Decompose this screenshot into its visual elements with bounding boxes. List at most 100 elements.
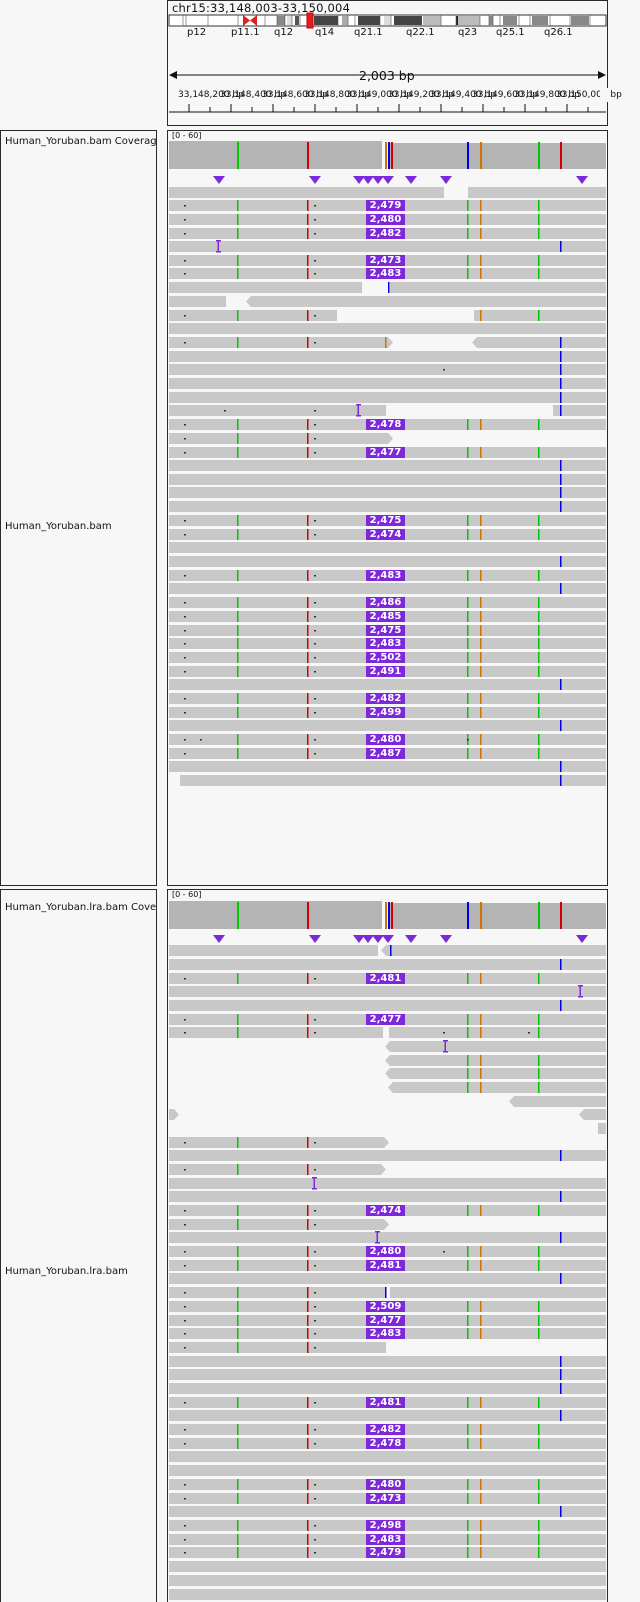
panel2-read: [169, 1589, 606, 1600]
panel1-insertion-marker[interactable]: [353, 176, 365, 184]
panel1-insertion-count-label[interactable]: 2,473: [366, 255, 405, 266]
panel2-read-mismatch: [467, 1068, 469, 1079]
ruler-tick-label: 33,149,400 bp: [430, 90, 496, 100]
panel1-insertion-count-label[interactable]: 2,483: [366, 268, 405, 279]
panel2-insertion-marker[interactable]: [576, 935, 588, 943]
panel2-read-mismatch: [538, 1082, 540, 1093]
panel1-insertion-count-label[interactable]: 2,482: [366, 693, 405, 704]
panel2-insertion-count-label[interactable]: 2,480: [366, 1479, 405, 1490]
panel2-insertion-count-label[interactable]: 2,480: [366, 1246, 405, 1257]
panel1-insertion-count-label[interactable]: 2,483: [366, 638, 405, 649]
panel2-read-small-mismatch: [184, 1142, 186, 1144]
panel1-insertion-marker[interactable]: [382, 176, 394, 184]
panel2-insertion-count-label[interactable]: 2,474: [366, 1205, 405, 1216]
panel2-insertion-count-label[interactable]: 2,482: [366, 1424, 405, 1435]
panel1-insertion-marker[interactable]: [213, 176, 225, 184]
panel2-read: [169, 1109, 174, 1120]
panel1-insertion-count-label[interactable]: 2,487: [366, 748, 405, 759]
panel1-insertion-count-label[interactable]: 2,499: [366, 707, 405, 718]
cytoband: [287, 16, 292, 25]
panel1-insertion-count-label[interactable]: 2,479: [366, 200, 405, 211]
cytoband-label: p12: [187, 27, 207, 38]
panel1-insertion-count-label[interactable]: 2,478: [366, 419, 405, 430]
panel2-read-mismatch: [560, 1410, 562, 1421]
panel2-read-small-mismatch: [184, 1484, 186, 1486]
panel1-insertion-marker[interactable]: [405, 176, 417, 184]
panel2-insertion-marker[interactable]: [353, 935, 365, 943]
panel2-read-mismatch: [467, 1205, 469, 1216]
cytoband: [458, 16, 480, 25]
panel1-insertion-marker[interactable]: [362, 176, 374, 184]
panel1-alignment-track-label[interactable]: Human_Yoruban.bam: [5, 521, 112, 532]
panel2-read-small-mismatch: [314, 1484, 316, 1486]
panel1-insertion-marker[interactable]: [440, 176, 452, 184]
panel1-read-small-mismatch: [200, 739, 202, 741]
panel2-read: [169, 1150, 606, 1161]
panel2-insertion-count-label[interactable]: 2,477: [366, 1014, 405, 1025]
panel2-insertion-marker[interactable]: [372, 935, 384, 943]
panel2-insertion-marker[interactable]: [440, 935, 452, 943]
panel2-insertion-count-label[interactable]: 2,483: [366, 1534, 405, 1545]
panel1-insertion-count-label[interactable]: 2,485: [366, 611, 405, 622]
panel1-read-mismatch: [560, 720, 562, 731]
panel2-insertion-marker[interactable]: [362, 935, 374, 943]
panel2-read-mismatch: [480, 1328, 482, 1339]
panel1-insertion-count-label[interactable]: 2,480: [366, 734, 405, 745]
panel1-insertion-count-label[interactable]: 2,474: [366, 529, 405, 540]
panel2-read-mismatch: [307, 1424, 309, 1435]
panel1-insertion-marker[interactable]: [576, 176, 588, 184]
panel2-insertion-count-label[interactable]: 2,481: [366, 1397, 405, 1408]
panel1-insertion-count-label[interactable]: 2,482: [366, 228, 405, 239]
panel1-insertion-count-label[interactable]: 2,480: [366, 214, 405, 225]
panel2-insertion-marker[interactable]: [309, 935, 321, 943]
panel2-read-mismatch: [480, 1205, 482, 1216]
panel2-insertion-count-label[interactable]: 2,473: [366, 1493, 405, 1504]
panel1-read: [169, 460, 606, 471]
panel1-read-small-mismatch: [314, 520, 316, 522]
panel2-insertion-count-label[interactable]: 2,483: [366, 1328, 405, 1339]
panel2-insertion-count-label[interactable]: 2,479: [366, 1547, 405, 1558]
panel2-read-strand: [381, 1164, 386, 1175]
panel1-read: [169, 310, 337, 321]
panel1-insertion-marker[interactable]: [372, 176, 384, 184]
panel2-insertion-count-label[interactable]: 2,498: [366, 1520, 405, 1531]
panel2-insertion-count-label[interactable]: 2,481: [366, 1260, 405, 1271]
cytoband-label: q22.1: [406, 27, 435, 38]
panel1-read-mismatch: [307, 268, 309, 279]
panel2-insertion-marker[interactable]: [213, 935, 225, 943]
panel2-read: [598, 1123, 606, 1134]
panel1-read-small-mismatch: [314, 739, 316, 741]
panel2-insertion-marker[interactable]: [382, 935, 394, 943]
panel1-insertion-count-label[interactable]: 2,475: [366, 625, 405, 636]
cytoband: [342, 16, 348, 25]
panel1-insertion-count-label[interactable]: 2,475: [366, 515, 405, 526]
panel2-insertion-count-label[interactable]: 2,481: [366, 973, 405, 984]
panel1-insertion-count-label[interactable]: 2,483: [366, 570, 405, 581]
panel2-insertion-count-label[interactable]: 2,477: [366, 1315, 405, 1326]
panel2-read-small-mismatch: [314, 1333, 316, 1335]
panel2-read-mismatch: [538, 1205, 540, 1216]
panel2-alignment-track-label[interactable]: Human_Yoruban.lra.bam: [5, 1266, 128, 1277]
panel1-coverage-track-label[interactable]: Human_Yoruban.bam Coverage: [5, 136, 157, 147]
cytoband-label: q12: [274, 27, 294, 38]
panel2-read-mismatch: [390, 945, 392, 956]
panel1-insertion-count-label[interactable]: 2,502: [366, 652, 405, 663]
panel1-read-small-mismatch: [314, 602, 316, 604]
panel2-coverage-track-label[interactable]: Human_Yoruban.lra.bam Coverage: [5, 902, 157, 913]
panel2-insertion-count-label[interactable]: 2,478: [366, 1438, 405, 1449]
panel2-insertion-marker[interactable]: [405, 935, 417, 943]
panel1-read-mismatch: [480, 597, 482, 608]
panel2-read-mismatch: [307, 1164, 309, 1175]
panel1-insertion-count-label[interactable]: 2,491: [366, 666, 405, 677]
panel2-insertion-count-label[interactable]: 2,509: [366, 1301, 405, 1312]
panel1-read-strand: [246, 296, 251, 307]
panel1-insertion-count-label[interactable]: 2,477: [366, 447, 405, 458]
panel2-read-mismatch: [480, 1534, 482, 1545]
panel1-insertion-marker[interactable]: [309, 176, 321, 184]
panel2-read-small-mismatch: [184, 1525, 186, 1527]
cytoband-label: q14: [315, 27, 335, 38]
panel1-insertion-count-label[interactable]: 2,486: [366, 597, 405, 608]
panel2-read-mismatch: [307, 1219, 309, 1230]
panel1-read-mismatch: [480, 255, 482, 266]
panel1-coverage-mismatch: [385, 142, 387, 169]
